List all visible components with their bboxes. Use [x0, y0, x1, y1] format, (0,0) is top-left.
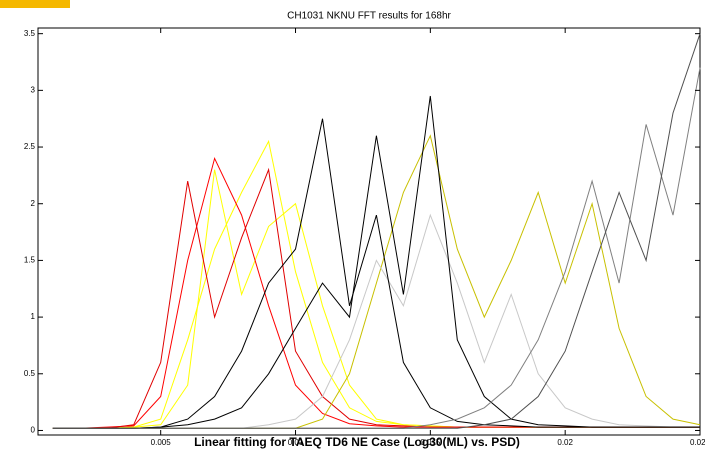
y-tick-label: 0 — [31, 426, 36, 435]
series-line — [52, 167, 700, 429]
window-icon — [0, 0, 70, 8]
series-line — [52, 118, 700, 429]
y-tick-label: 0.5 — [24, 369, 36, 378]
x-tick-label: 0.025 — [690, 438, 705, 447]
y-tick-label: 2 — [31, 199, 36, 208]
y-tick-label: 1 — [31, 312, 36, 321]
series-line — [52, 95, 700, 429]
x-tick-label: 0.01 — [288, 438, 304, 447]
series-line — [52, 33, 701, 429]
series-line — [52, 213, 700, 429]
x-tick-label: 0.02 — [557, 438, 573, 447]
x-tick-label: 0.015 — [420, 438, 441, 447]
x-tick-label: 0.005 — [151, 438, 172, 447]
y-tick-label: 3.5 — [24, 29, 36, 38]
y-tick-label: 3 — [31, 85, 36, 94]
y-tick-label: 1.5 — [24, 256, 36, 265]
series-line — [52, 169, 700, 429]
annotation: Linear fitting for TAEQ TD6 NE Case (Log… — [194, 435, 520, 449]
y-tick-label: 2.5 — [24, 142, 36, 151]
series-line — [52, 67, 701, 429]
chart-title: CH1031 NKNU FFT results for 168hr — [287, 11, 451, 22]
plot-frame — [37, 27, 701, 436]
series-line — [52, 134, 701, 429]
